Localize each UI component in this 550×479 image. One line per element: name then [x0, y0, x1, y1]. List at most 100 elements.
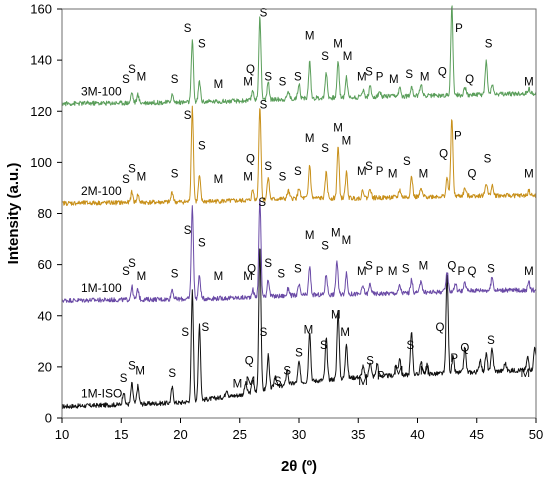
x-tick-label: 40 [410, 427, 424, 442]
peak-label: S [403, 156, 411, 168]
peak-label: S [366, 355, 374, 367]
peak-label: M [243, 77, 253, 89]
peak-label: Q [439, 148, 448, 160]
y-tick-label: 40 [38, 308, 52, 323]
peak-label: M [340, 327, 350, 339]
peak-label: S [184, 110, 192, 122]
x-tick-label: 50 [529, 427, 543, 442]
peak-label: S [181, 327, 189, 339]
peak-label: M [137, 72, 147, 84]
peak-label: Q [436, 322, 445, 334]
peak-label: M [420, 366, 430, 378]
peak-label: S [122, 174, 130, 186]
peak-label: P [376, 166, 384, 178]
peak-label: S [260, 327, 268, 339]
peak-label: Q [468, 266, 477, 278]
peak-label: S [184, 23, 192, 35]
x-tick-label: 20 [173, 427, 187, 442]
peak-label: S [128, 64, 136, 76]
peak-label: P [455, 23, 463, 35]
x-axis-title: 2θ (º) [281, 458, 317, 475]
peak-label: Q [246, 153, 255, 165]
x-tick-label: 15 [114, 427, 128, 442]
peak-label: Q [247, 263, 256, 275]
peak-label: Q [460, 343, 469, 355]
peak-label: S [120, 373, 128, 385]
peak-label: S [277, 268, 285, 280]
peak-label: S [365, 261, 373, 273]
peak-label: S [198, 38, 206, 50]
peak-label: S [171, 74, 179, 86]
y-axis-ticks: 0 20 40 60 80 100 120 140 160 [30, 2, 62, 426]
x-tick-label: 35 [351, 427, 365, 442]
peak-label: P [458, 266, 466, 278]
peak-label: M [419, 169, 429, 181]
series-line-1m-iso [61, 248, 537, 409]
y-tick-label: 80 [38, 206, 52, 221]
peak-label: M [524, 266, 534, 278]
peak-label: M [243, 171, 253, 183]
series-line-1m-100 [61, 200, 537, 304]
peak-label: M [304, 325, 314, 337]
series-lines [61, 5, 537, 409]
peak-label: S [184, 225, 192, 237]
peak-label: S [264, 161, 272, 173]
peak-label: S [279, 77, 287, 89]
peak-label: M [357, 266, 367, 278]
peak-label: M [342, 135, 352, 147]
peak-label: S [260, 100, 268, 112]
peak-label: S [264, 72, 272, 84]
peak-label: P [377, 371, 385, 383]
y-tick-label: 120 [30, 104, 52, 119]
peak-label: S [283, 366, 291, 378]
peak-label: M [331, 309, 341, 321]
peak-label: M [420, 72, 430, 84]
peak-label: S [294, 263, 302, 275]
peak-label: M [246, 376, 256, 388]
peak-label: Q [245, 355, 254, 367]
series-name-label: 3M-100 [81, 84, 122, 98]
peak-label: S [485, 38, 493, 50]
y-tick-label: 0 [45, 411, 52, 426]
y-tick-label: 60 [38, 257, 52, 272]
peak-label: M [331, 228, 341, 240]
x-tick-label: 10 [55, 427, 69, 442]
peak-label: M [137, 271, 147, 283]
peak-label: M [233, 378, 243, 390]
x-tick-label: 25 [233, 427, 247, 442]
peak-label: S [122, 266, 130, 278]
peak-label: S [484, 153, 492, 165]
peak-label: S [202, 322, 210, 334]
peak-label: M [305, 133, 315, 145]
peak-label: S [407, 340, 415, 352]
x-tick-label: 45 [470, 427, 484, 442]
series-line-2m-100 [61, 105, 537, 206]
peak-label: S [405, 69, 413, 81]
peak-label: M [342, 235, 352, 247]
peak-label: M [137, 171, 147, 183]
peak-label: S [487, 335, 495, 347]
peak-label: S [365, 161, 373, 173]
peak-label: M [394, 366, 404, 378]
series-line-3m-100 [61, 5, 537, 107]
peak-label: Q [447, 261, 456, 273]
peak-label: S [279, 171, 287, 183]
peak-label: S [294, 72, 302, 84]
peak-label: S [274, 376, 282, 388]
series-name-label: 1M-ISO [81, 387, 122, 401]
peak-label: M [243, 271, 253, 283]
peak-label: S [122, 74, 130, 86]
peak-label: M [214, 271, 224, 283]
peak-label: M [305, 31, 315, 43]
peak-label: M [333, 123, 343, 135]
peak-label: S [264, 258, 272, 270]
peak-label: M [305, 230, 315, 242]
peak-label: M [214, 79, 224, 91]
peak-label: M [521, 368, 531, 380]
peak-label: S [321, 51, 329, 63]
peak-label: Q [246, 64, 255, 76]
y-axis-title: Intensity (a.u.) [5, 163, 22, 265]
peak-label: S [321, 240, 329, 252]
x-tick-label: 30 [292, 427, 306, 442]
